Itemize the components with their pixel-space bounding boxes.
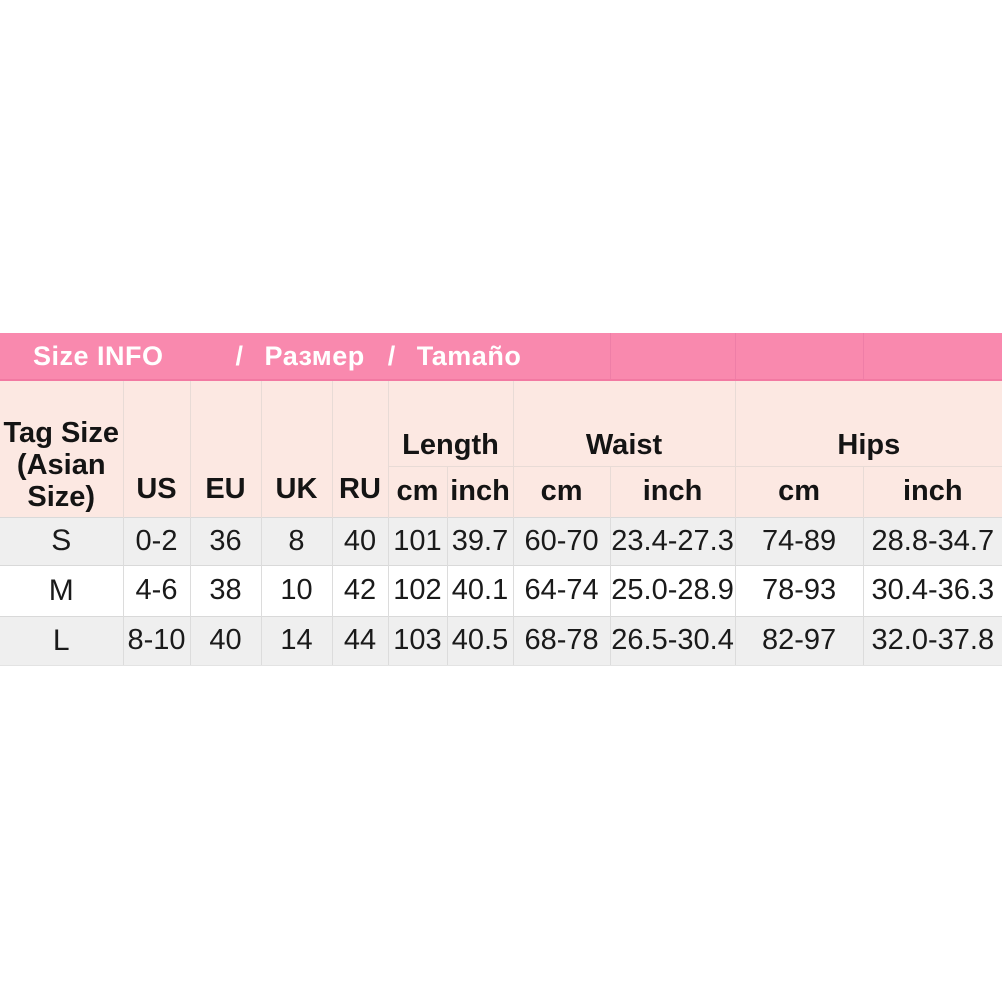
- subheader-hips-inch: inch: [862, 466, 1002, 517]
- title-razmer: Размер: [264, 340, 365, 371]
- size-table: Size INFO / Размер / Tamaño Tag Size (As…: [0, 333, 1002, 666]
- table-cell: 38: [189, 564, 261, 616]
- table-cell: 78-93: [734, 564, 864, 616]
- table-row-l: L 8-10 40 14 44 103 40.5 68-78 26.5-30.4…: [0, 615, 1002, 666]
- title-bar-cell: [609, 333, 736, 381]
- table-cell: 26.5-30.4: [609, 615, 736, 666]
- table-cell: 40.5: [446, 615, 513, 666]
- tag-size-line: Tag Size: [3, 416, 120, 449]
- size-label-cell: L: [0, 615, 123, 666]
- subheader-hips-cm: cm: [734, 466, 864, 517]
- table-cell: 25.0-28.9: [609, 564, 736, 616]
- table-cell: 44: [331, 615, 388, 666]
- table-cell: 82-97: [734, 615, 864, 666]
- table-cell: 14: [260, 615, 332, 666]
- table-row-s: S 0-2 36 8 40 101 39.7 60-70 23.4-27.3 7…: [0, 516, 1002, 565]
- table-cell: 40: [189, 615, 261, 666]
- col-header-ru: RU: [331, 380, 388, 517]
- table-cell: 23.4-27.3: [609, 516, 736, 565]
- title-bar: Size INFO / Размер / Tamaño: [0, 333, 1002, 381]
- table-cell: 40: [331, 516, 388, 565]
- subheader-waist-cm: cm: [512, 466, 611, 517]
- group-header-length: Length: [387, 380, 513, 467]
- table-cell: 60-70: [512, 516, 611, 565]
- table-cell: 10: [260, 564, 332, 616]
- table-cell: 36: [189, 516, 261, 565]
- col-header-uk: UK: [260, 380, 332, 517]
- group-header-hips: Hips: [734, 380, 1002, 467]
- group-header-row: Tag Size (Asian Size) US EU UK RU Length…: [0, 380, 1002, 517]
- title-separator: /: [235, 340, 244, 371]
- title-separator: /: [387, 340, 396, 371]
- table-cell: 0-2: [122, 516, 190, 565]
- subheader-length-inch: inch: [446, 466, 513, 517]
- tag-size-line: (Asian: [16, 448, 106, 481]
- table-cell: 28.8-34.7: [862, 516, 1002, 565]
- title-bar-main-cell: Size INFO / Размер / Tamaño: [0, 333, 611, 381]
- col-header-tag-size: Tag Size (Asian Size): [0, 380, 123, 517]
- table-cell: 103: [387, 615, 447, 666]
- table-cell: 8-10: [122, 615, 190, 666]
- title-tamano: Tamaño: [416, 340, 522, 371]
- table-cell: 8: [260, 516, 332, 565]
- table-cell: 30.4-36.3: [862, 564, 1002, 616]
- title-bar-text: Size INFO / Размер / Tamaño: [0, 333, 610, 378]
- table-cell: 32.0-37.8: [862, 615, 1002, 666]
- table-cell: 64-74: [512, 564, 611, 616]
- subheader-row: cm inch cm inch cm inch: [0, 466, 1002, 517]
- col-header-eu: EU: [189, 380, 261, 517]
- col-header-us: US: [122, 380, 190, 517]
- table-cell: 39.7: [446, 516, 513, 565]
- table-cell: 74-89: [734, 516, 864, 565]
- title-bar-cell: [734, 333, 864, 381]
- table-cell: 68-78: [512, 615, 611, 666]
- table-row-m: M 4-6 38 10 42 102 40.1 64-74 25.0-28.9 …: [0, 564, 1002, 616]
- tag-size-line: Size): [27, 480, 96, 513]
- subheader-length-cm: cm: [387, 466, 447, 517]
- subheader-waist-inch: inch: [609, 466, 736, 517]
- table-cell: 40.1: [446, 564, 513, 616]
- size-label-cell: M: [0, 564, 123, 616]
- table-cell: 102: [387, 564, 447, 616]
- table-cell: 4-6: [122, 564, 190, 616]
- table-cell: 42: [331, 564, 388, 616]
- group-header-waist: Waist: [512, 380, 736, 467]
- size-label-cell: S: [0, 516, 123, 565]
- table-cell: 101: [387, 516, 447, 565]
- title-bar-cell: [862, 333, 1002, 381]
- title-size-info: Size INFO: [33, 340, 164, 371]
